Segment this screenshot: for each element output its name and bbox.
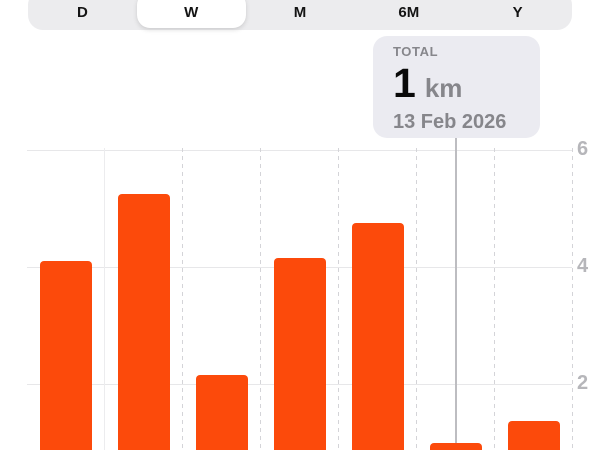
y-axis-tick-label: 4 xyxy=(577,255,589,278)
selection-line xyxy=(455,138,457,443)
bar-selected[interactable] xyxy=(430,442,482,450)
horizontal-gridline xyxy=(27,150,572,151)
segment-y[interactable]: Y xyxy=(512,4,523,21)
bar[interactable] xyxy=(196,375,248,450)
vertical-gridline xyxy=(416,148,417,450)
tooltip-value: 1 xyxy=(393,60,416,106)
tooltip: TOTAL 1 km 13 Feb 2026 xyxy=(373,36,540,138)
time-range-segmented-control: D W M 6M Y xyxy=(28,0,572,30)
segment-d[interactable]: D xyxy=(76,4,88,21)
bar[interactable] xyxy=(40,261,92,450)
segment-w[interactable]: W xyxy=(184,4,199,21)
segment-m[interactable]: M xyxy=(293,4,307,21)
bar[interactable] xyxy=(118,193,170,450)
y-axis-tick-label: 6 xyxy=(577,138,589,161)
vertical-gridline xyxy=(260,148,261,450)
vertical-gridline xyxy=(182,148,183,450)
vertical-gridline xyxy=(338,148,339,450)
segment-6m[interactable]: 6M xyxy=(398,4,420,21)
bar[interactable] xyxy=(352,223,404,450)
tooltip-value-row: 1 km xyxy=(393,63,540,108)
tooltip-label: TOTAL xyxy=(393,44,439,59)
tooltip-date: 13 Feb 2026 xyxy=(393,111,507,133)
vertical-gridline xyxy=(572,148,573,450)
vertical-gridline xyxy=(494,148,495,450)
bar[interactable] xyxy=(274,258,326,450)
vertical-gridline xyxy=(104,148,105,450)
selected-segment-pill xyxy=(136,0,246,28)
bar[interactable] xyxy=(508,420,560,450)
y-axis-tick-label: 2 xyxy=(577,372,589,395)
tooltip-unit: km xyxy=(424,73,463,103)
